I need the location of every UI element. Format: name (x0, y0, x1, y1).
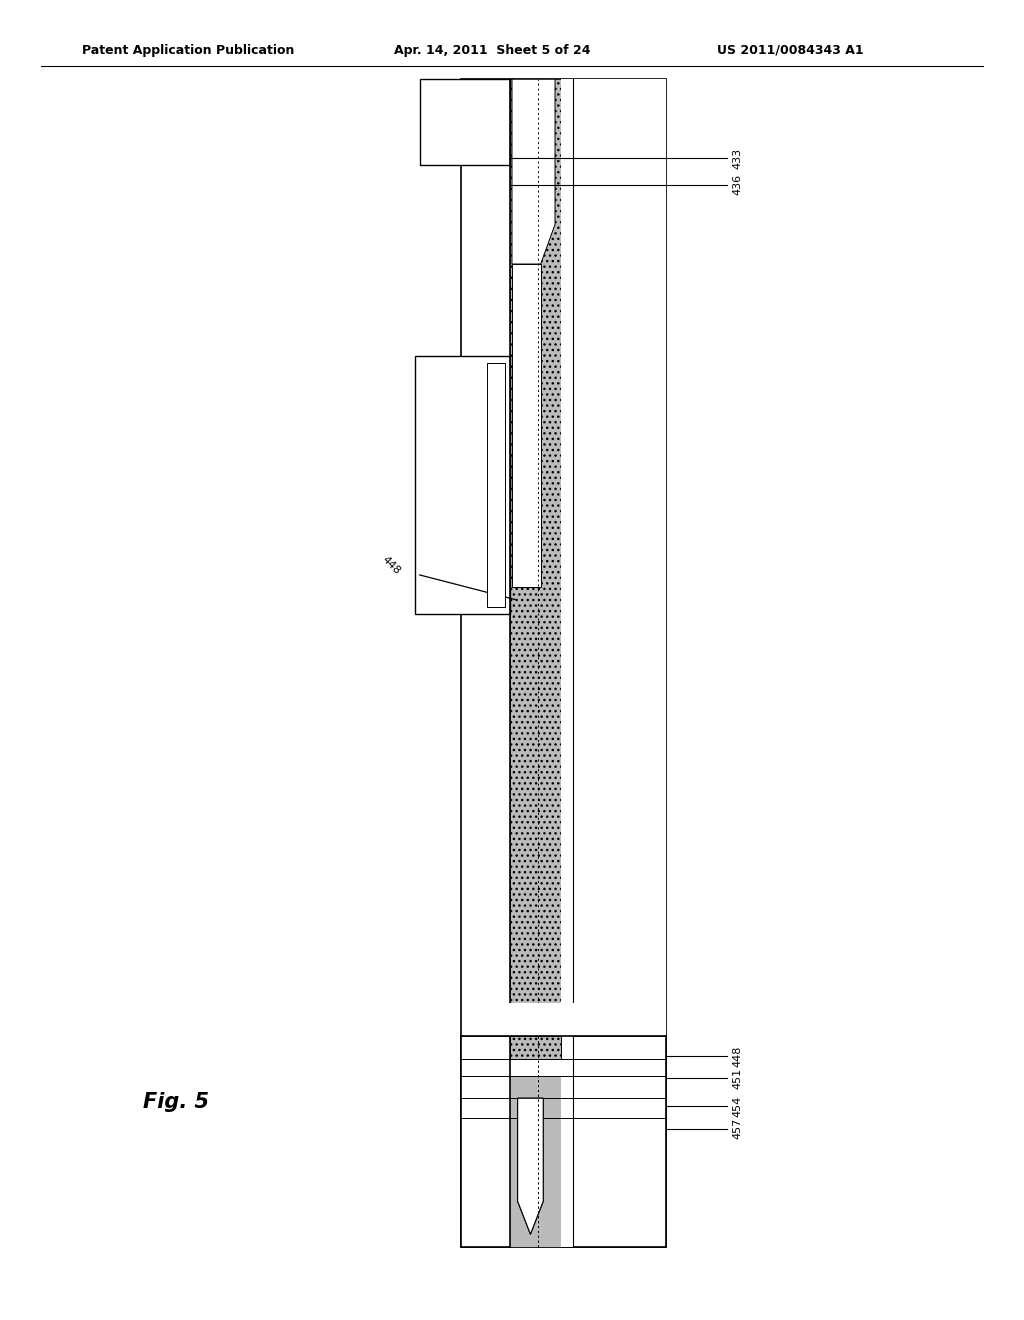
Text: 448: 448 (380, 554, 402, 576)
Text: US 2011/0084343 A1: US 2011/0084343 A1 (717, 44, 863, 57)
Text: 454: 454 (732, 1096, 742, 1117)
Text: 451: 451 (732, 1068, 742, 1089)
Bar (512, 264, 541, 587)
Bar (573, 79, 666, 1247)
Bar (510, 1036, 561, 1059)
Bar (420, 79, 510, 165)
Bar (510, 1059, 561, 1076)
Bar (415, 356, 510, 614)
Bar (510, 1036, 561, 1247)
Text: 436: 436 (732, 174, 742, 195)
Text: Fig. 5: Fig. 5 (143, 1092, 209, 1113)
Bar (561, 79, 573, 1247)
Text: Patent Application Publication: Patent Application Publication (82, 44, 294, 57)
Text: Apr. 14, 2011  Sheet 5 of 24: Apr. 14, 2011 Sheet 5 of 24 (394, 44, 591, 57)
Bar (510, 79, 561, 1247)
Bar (461, 1036, 666, 1247)
Polygon shape (518, 1098, 543, 1234)
Bar (461, 79, 666, 1247)
Bar (462, 1003, 665, 1036)
Bar (430, 455, 510, 491)
Text: 433: 433 (732, 148, 742, 169)
Bar (487, 363, 505, 607)
Polygon shape (512, 79, 555, 264)
Text: 457: 457 (732, 1118, 742, 1139)
Text: 448: 448 (732, 1045, 742, 1067)
